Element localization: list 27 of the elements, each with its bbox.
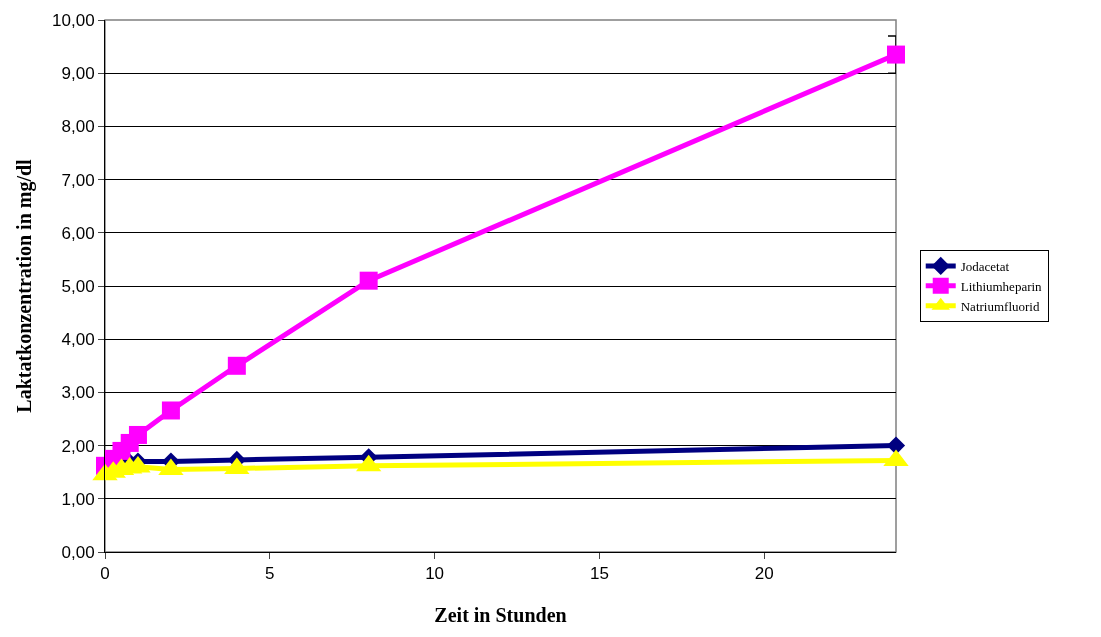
y-tick-label: 3,00 [61,383,95,403]
point [161,401,180,420]
legend-label: Lithiumheparin [960,278,1043,294]
x-tick-label: 10 [425,564,445,584]
point [128,425,147,444]
y-tick-label: 10,00 [52,10,95,30]
y-tick-label: 9,00 [61,64,95,84]
y-tick-label: 0,00 [61,542,95,562]
x-tick-label: 0 [100,564,110,584]
x-tick-label: 20 [754,564,774,584]
legend-label: Jodacetat [960,259,1010,275]
point [887,45,905,64]
y-tick-label: 1,00 [61,489,95,509]
x-tick-label: 15 [589,564,609,584]
y-tick-label: 6,00 [61,223,95,243]
y-tick-label: 8,00 [61,117,95,137]
y-axis-title: Laktatkonzentration in mg/dl [12,158,36,413]
x-tick-label: 5 [265,564,275,584]
point [886,436,906,455]
y-tick-label: 7,00 [61,170,95,190]
point [359,271,378,290]
x-axis-title: Zeit in Stunden [434,603,567,626]
y-tick-label: 2,00 [61,436,95,456]
y-tick-label: 4,00 [61,330,95,350]
point [227,356,246,375]
y-tick-label: 5,00 [61,276,95,296]
legend-label: Natriumfluorid [960,298,1040,314]
